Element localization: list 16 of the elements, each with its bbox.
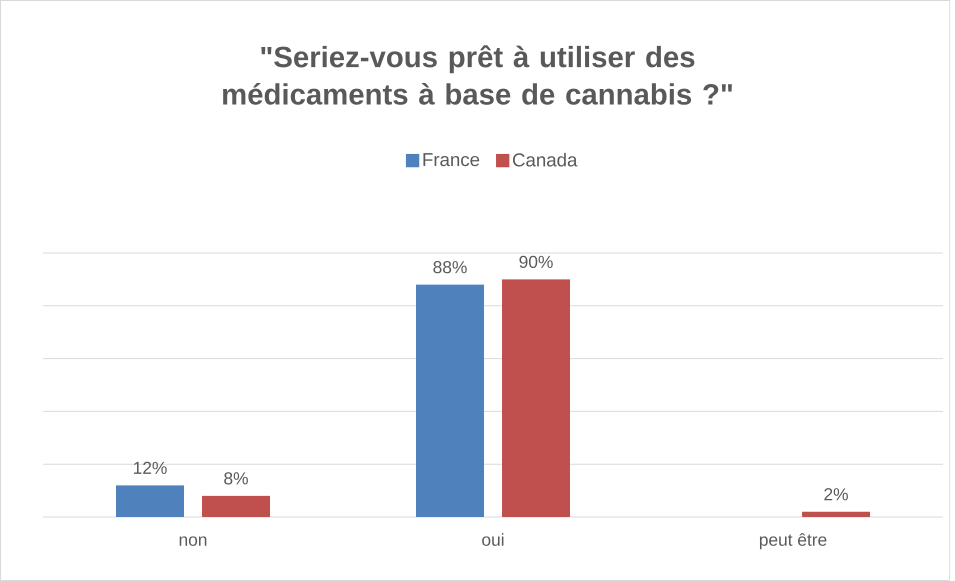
bar	[502, 279, 570, 517]
data-label: 12%	[134, 462, 167, 474]
data-label: 88%	[433, 261, 467, 274]
data-label: 2%	[824, 488, 848, 500]
bar	[802, 512, 870, 517]
legend-label: Canada	[512, 152, 578, 167]
data-label: 90%	[519, 256, 553, 268]
bar	[116, 485, 184, 517]
chart-title: "Seriez-vous prêt à utiliser des médicaments à base de cannabis ?"	[223, 45, 732, 105]
data-label: 8%	[224, 472, 248, 484]
x-tick-label: non	[180, 536, 206, 546]
x-tick-label: oui	[482, 533, 504, 546]
bar	[416, 284, 484, 517]
bar	[202, 496, 270, 517]
x-tick-label: peut être	[760, 533, 826, 550]
legend-label: France	[423, 153, 480, 166]
